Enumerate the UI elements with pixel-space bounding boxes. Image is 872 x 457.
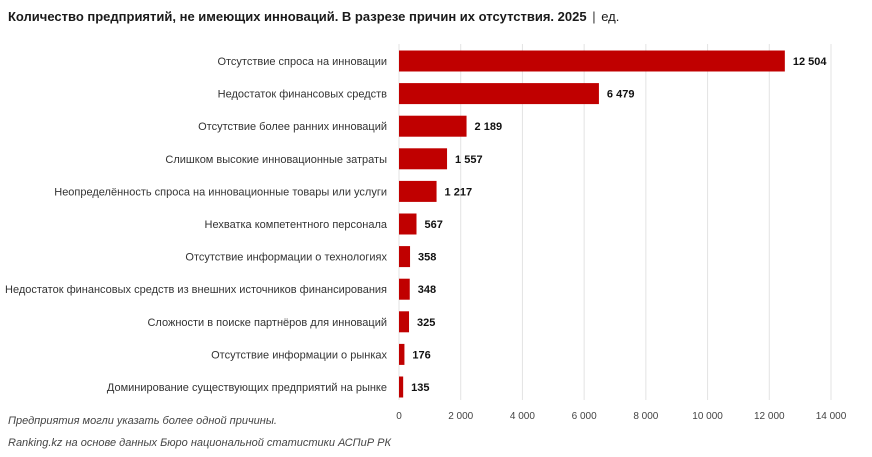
category-label: Недостаток финансовых средств [218, 89, 388, 101]
x-tick-label: 10 000 [692, 411, 723, 422]
x-tick-label: 14 000 [816, 411, 847, 422]
value-label: 325 [417, 317, 435, 329]
value-label: 2 189 [475, 121, 503, 133]
bar [399, 311, 410, 333]
value-label: 1 557 [455, 154, 483, 166]
category-label: Неопределённость спроса на инновационные… [54, 186, 387, 198]
bar [399, 246, 411, 268]
category-label: Нехватка компетентного персонала [205, 219, 388, 231]
x-tick-label: 0 [396, 411, 402, 422]
title-unit: ед. [601, 9, 620, 24]
bar [399, 148, 448, 170]
category-label: Отсутствие более ранних инноваций [198, 121, 387, 133]
category-label: Доминирование существующих предприятий н… [107, 382, 387, 394]
bar [399, 115, 467, 137]
title-separator: | [592, 9, 596, 24]
category-label: Отсутствие информации о технологиях [185, 252, 387, 264]
source-note: Ranking.kz на основе данных Бюро национа… [8, 437, 391, 449]
value-label: 1 217 [445, 186, 473, 198]
bar [399, 180, 437, 202]
value-label: 12 504 [793, 56, 828, 68]
category-labels: Отсутствие спроса на инновации Недостаток… [5, 56, 388, 394]
x-tick-label: 2 000 [448, 411, 473, 422]
value-label: 567 [424, 219, 442, 231]
bar [399, 278, 410, 300]
value-label: 6 479 [607, 89, 635, 101]
x-tick-label: 6 000 [572, 411, 597, 422]
value-labels: 12 504 6 479 2 189 1 557 1 217 567 358 348 325 17… [411, 56, 827, 394]
bar [399, 376, 404, 398]
value-label: 348 [418, 284, 436, 296]
bar [399, 213, 417, 235]
footnote: Предприятия могли указать более одной пр… [8, 415, 277, 427]
bars [399, 50, 785, 398]
bar [399, 83, 599, 105]
value-label: 135 [411, 382, 429, 394]
chart-title: Количество предприятий, не имеющих иннов… [8, 9, 619, 24]
x-tick-label: 4 000 [510, 411, 535, 422]
x-tick-label: 8 000 [633, 411, 658, 422]
bar [399, 343, 405, 365]
category-label: Недостаток финансовых средств из внешних… [5, 284, 387, 296]
category-label: Отсутствие спроса на инновации [217, 56, 387, 68]
x-tick-label: 12 000 [754, 411, 785, 422]
bar [399, 50, 785, 72]
category-label: Сложности в поиске партнёров для инновац… [147, 317, 387, 329]
x-axis-tick-labels: 0 2 000 4 000 6 000 8 000 10 000 12 000 14 000 [396, 411, 847, 422]
value-label: 176 [412, 349, 430, 361]
category-label: Слишком высокие инновационные затраты [165, 154, 387, 166]
value-label: 358 [418, 252, 436, 264]
chart-title-text: Количество предприятий, не имеющих иннов… [8, 9, 587, 24]
category-label: Отсутствие информации о рынках [211, 349, 387, 361]
